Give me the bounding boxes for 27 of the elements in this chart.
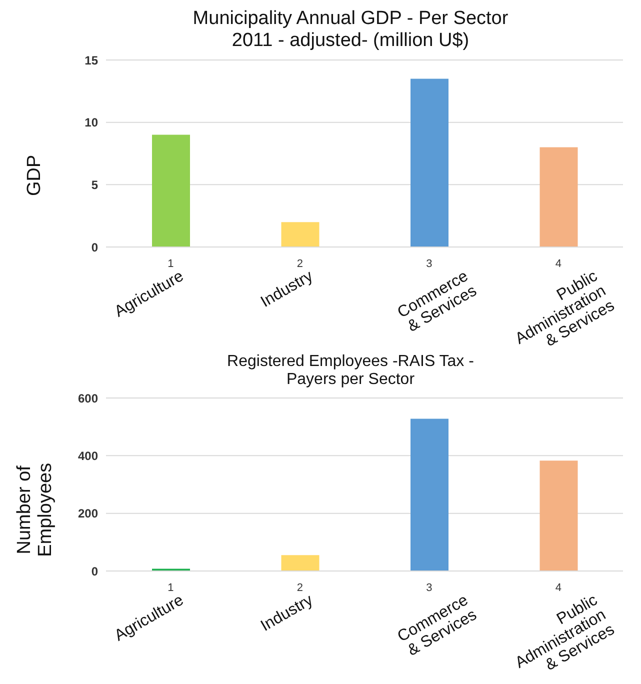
x-tick-label: 1 bbox=[168, 582, 174, 594]
x-tick-label: 4 bbox=[555, 582, 562, 594]
y-tick-label: 200 bbox=[78, 506, 98, 520]
bar bbox=[410, 418, 448, 571]
y-tick-label: 400 bbox=[78, 448, 98, 463]
x-tick-label: 1 bbox=[168, 258, 174, 270]
x-tick-label: 4 bbox=[555, 258, 562, 270]
bar bbox=[281, 554, 320, 571]
y-tick-label: 0 bbox=[91, 564, 98, 578]
y-axis-title: Number of Employees bbox=[14, 462, 57, 556]
bar bbox=[410, 78, 448, 247]
y-tick-label: 600 bbox=[78, 391, 98, 406]
bar bbox=[540, 146, 578, 247]
y-tick-label: 10 bbox=[84, 115, 98, 130]
y-tick-label: 15 bbox=[84, 52, 98, 67]
y-axis-title: GDP bbox=[24, 154, 46, 196]
bar bbox=[281, 222, 320, 247]
chart-title: Registered Employees -RAIS Tax - Payers per Sector bbox=[226, 353, 475, 390]
y-tick-label: 0 bbox=[91, 240, 98, 254]
x-tick-label: 3 bbox=[426, 258, 432, 270]
bar bbox=[152, 134, 190, 247]
y-tick-label: 5 bbox=[91, 178, 98, 192]
chart-title: Municipality Annual GDP - Per Sector 2011 - adjusted- (million U$) bbox=[192, 8, 510, 52]
x-tick-label: 2 bbox=[296, 258, 303, 270]
x-tick-label: 2 bbox=[296, 582, 303, 594]
x-tick-label: 3 bbox=[426, 582, 432, 594]
bar bbox=[540, 460, 578, 571]
